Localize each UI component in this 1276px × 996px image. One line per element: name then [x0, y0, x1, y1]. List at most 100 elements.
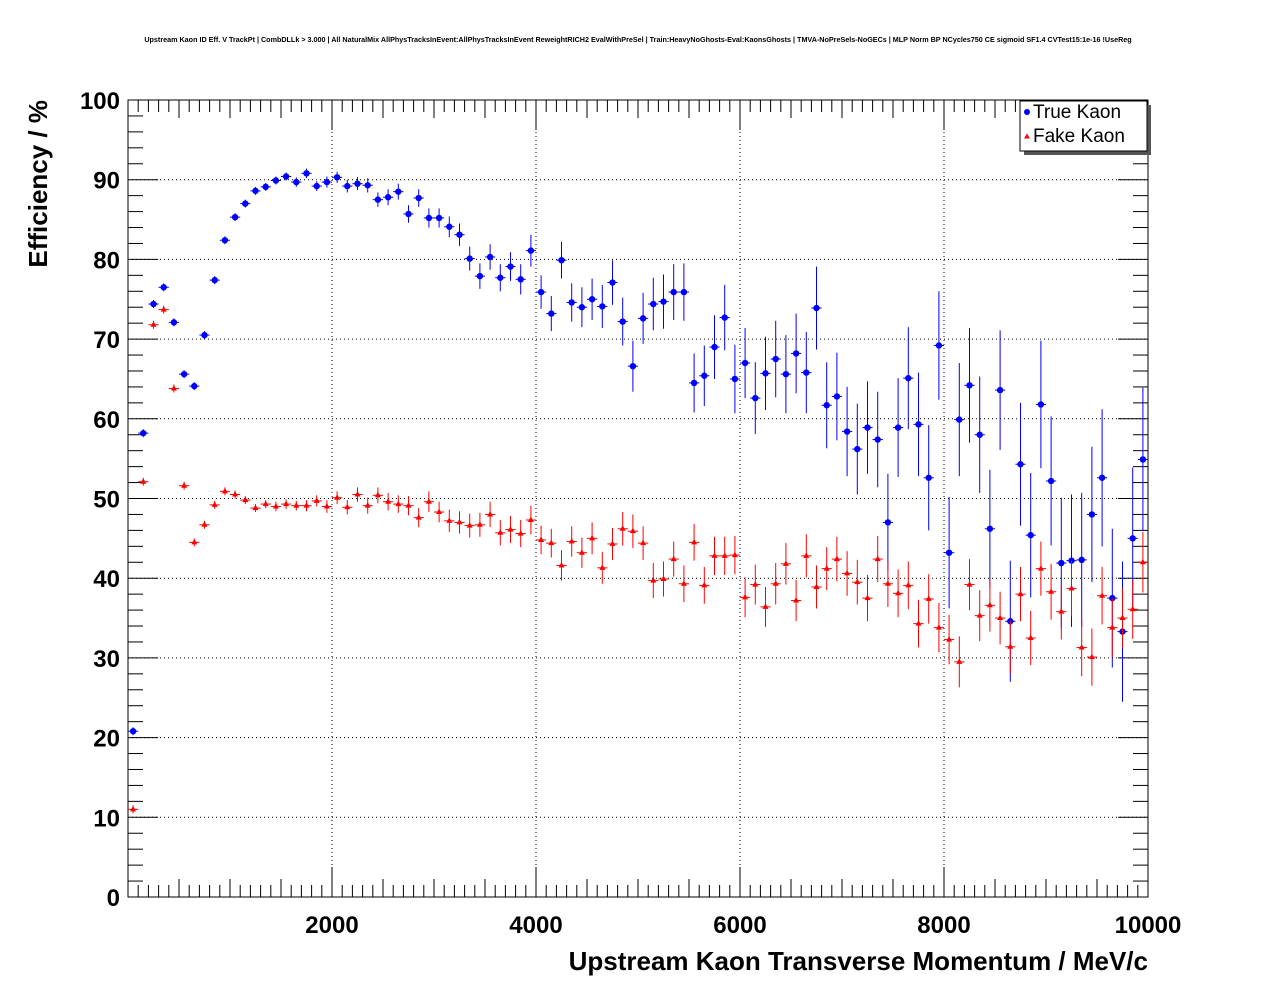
data-point	[476, 521, 483, 527]
data-point	[242, 200, 249, 207]
data-point	[191, 382, 198, 390]
data-point	[476, 272, 484, 280]
data-point	[140, 429, 147, 437]
data-point	[731, 551, 738, 558]
data-point	[894, 424, 902, 431]
data-point	[160, 306, 167, 312]
data-point	[1088, 511, 1096, 518]
data-point	[313, 182, 320, 190]
data-point	[201, 521, 208, 527]
data-point	[966, 382, 973, 389]
data-point	[1058, 608, 1065, 614]
data-point	[782, 370, 790, 378]
data-point	[803, 552, 810, 558]
data-point	[170, 385, 177, 391]
y-tick-label: 0	[107, 885, 120, 912]
data-point	[415, 194, 422, 202]
data-point	[588, 296, 596, 303]
data-point	[527, 516, 534, 523]
series-true-kaon	[128, 168, 1148, 736]
data-point	[252, 187, 259, 195]
data-point	[762, 370, 769, 377]
data-point	[1017, 461, 1024, 468]
legend-marker-true-kaon	[1024, 109, 1030, 115]
data-point	[354, 491, 361, 497]
data-point	[966, 581, 973, 587]
data-point	[242, 496, 249, 503]
data-point	[1037, 565, 1044, 571]
data-point	[639, 315, 647, 322]
data-point	[711, 343, 718, 351]
data-point	[507, 263, 514, 270]
data-point	[680, 580, 687, 586]
data-point	[1139, 558, 1146, 565]
data-point	[578, 549, 585, 555]
data-point	[170, 319, 178, 326]
data-point	[568, 538, 575, 544]
y-tick-label: 80	[93, 247, 120, 274]
data-point	[619, 525, 626, 531]
data-point	[517, 276, 524, 283]
data-point	[1119, 614, 1126, 621]
data-point	[1078, 556, 1085, 564]
data-point	[446, 517, 453, 523]
data-point	[976, 431, 983, 438]
data-point	[691, 538, 698, 545]
data-point	[415, 514, 422, 520]
y-tick-label: 10	[93, 805, 120, 832]
data-point	[232, 491, 239, 497]
data-point	[1058, 559, 1065, 567]
data-point	[364, 502, 371, 508]
data-point	[272, 502, 279, 509]
data-point	[1007, 643, 1014, 649]
data-point	[1099, 592, 1106, 598]
data-point	[752, 581, 759, 587]
data-point	[548, 310, 555, 317]
data-point	[823, 565, 830, 571]
data-point	[282, 173, 290, 180]
data-point	[374, 491, 381, 498]
data-point	[538, 536, 545, 542]
data-point	[180, 370, 188, 378]
data-point	[181, 482, 188, 488]
legend-label-true-kaon: True Kaon	[1033, 102, 1121, 123]
data-point	[701, 372, 708, 379]
data-point	[1109, 624, 1116, 630]
data-point	[813, 583, 820, 589]
legend-box	[1019, 100, 1148, 152]
data-point	[905, 581, 912, 588]
data-point	[721, 314, 728, 321]
data-point	[313, 497, 320, 503]
data-point	[680, 288, 688, 296]
data-point	[364, 182, 371, 189]
data-point	[956, 416, 963, 423]
data-point	[884, 580, 891, 586]
y-tick-label: 40	[93, 566, 120, 593]
data-point	[609, 540, 616, 546]
chart-title: Upstream Kaon ID Eff. V TrackPt | CombDL…	[144, 35, 1131, 44]
y-tick-label: 90	[93, 168, 120, 195]
data-point	[843, 428, 851, 435]
data-point	[150, 321, 157, 327]
data-point	[1129, 605, 1136, 612]
data-point	[1017, 590, 1024, 597]
data-point	[405, 210, 412, 218]
data-point	[486, 253, 494, 261]
x-tick-label: 4000	[509, 912, 562, 939]
data-point	[997, 614, 1004, 621]
data-point	[211, 276, 218, 284]
data-point	[395, 500, 402, 507]
data-point	[140, 478, 147, 484]
data-point	[874, 436, 881, 443]
data-point	[640, 539, 647, 546]
data-point	[435, 214, 443, 222]
data-point	[701, 581, 708, 588]
data-point	[293, 502, 300, 508]
data-point	[731, 375, 739, 383]
data-point	[201, 331, 208, 339]
data-point	[303, 502, 310, 508]
data-point	[578, 304, 586, 311]
data-point	[1027, 634, 1034, 640]
data-point	[619, 318, 626, 325]
data-point	[466, 522, 473, 528]
